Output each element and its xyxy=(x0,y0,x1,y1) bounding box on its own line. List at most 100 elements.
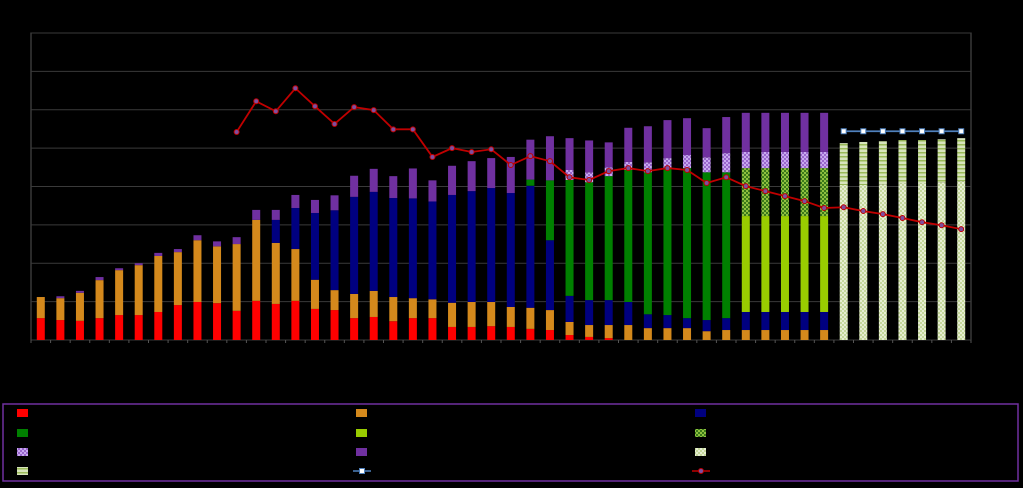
legend-swatch xyxy=(695,409,706,417)
marker xyxy=(801,198,808,205)
bar-segment xyxy=(173,249,182,253)
marker xyxy=(409,126,416,133)
bar-segment xyxy=(95,280,104,319)
bar-segment xyxy=(154,311,163,340)
bar-segment xyxy=(722,330,731,340)
bar-segment xyxy=(780,330,789,340)
marker xyxy=(625,165,632,172)
bar-segment xyxy=(937,139,946,183)
legend-swatch xyxy=(356,448,367,456)
bar-segment xyxy=(115,315,124,340)
legend-swatch xyxy=(356,429,367,437)
marker xyxy=(723,174,730,181)
bar-segment xyxy=(780,112,789,152)
legend-swatch xyxy=(17,467,28,475)
bar-segment xyxy=(761,311,770,331)
bar-segment xyxy=(898,183,907,340)
bar-segment xyxy=(604,176,613,301)
legend-swatch xyxy=(17,429,28,437)
bar-segment xyxy=(232,244,241,311)
marker xyxy=(879,211,886,218)
marker xyxy=(684,166,691,173)
bar-segment xyxy=(624,325,633,340)
bar-segment xyxy=(918,140,927,184)
bar-segment xyxy=(878,141,887,185)
bar-segment xyxy=(271,219,280,243)
bar-segment xyxy=(761,216,770,312)
bar-segment xyxy=(800,311,809,331)
marker xyxy=(233,129,240,136)
bar-segment xyxy=(369,168,378,192)
bar-segment xyxy=(271,209,280,220)
marker xyxy=(899,214,906,221)
bar-segment xyxy=(350,318,359,340)
bar-segment xyxy=(252,209,261,220)
bar-segment xyxy=(271,303,280,340)
bar-segment xyxy=(741,330,750,340)
bar-segment xyxy=(36,297,45,319)
bar-segment xyxy=(643,126,652,163)
marker xyxy=(840,204,847,211)
marker xyxy=(644,168,651,175)
bar-segment xyxy=(545,240,554,311)
bar-segment xyxy=(820,330,829,340)
bar-segment xyxy=(702,172,711,321)
bar-segment xyxy=(702,320,711,332)
bar-segment xyxy=(369,191,378,291)
bar-segment xyxy=(839,184,848,340)
bar-segment xyxy=(330,290,339,311)
marker xyxy=(879,128,886,135)
bar-segment xyxy=(780,168,789,217)
bar-segment xyxy=(252,300,261,340)
bar-segment xyxy=(800,151,809,169)
marker xyxy=(742,183,749,190)
bar-segment xyxy=(918,183,927,340)
bar-segment xyxy=(95,277,104,281)
bar-segment xyxy=(565,335,574,340)
bar-segment xyxy=(565,179,574,296)
bar-segment xyxy=(173,305,182,340)
bar-segment xyxy=(56,320,65,340)
bar-segment xyxy=(428,180,437,202)
legend-swatch xyxy=(356,409,367,417)
bar-segment xyxy=(350,196,359,294)
bar-segment xyxy=(154,252,163,256)
bar-segment xyxy=(820,168,829,217)
marker xyxy=(958,128,965,135)
marker xyxy=(586,176,593,183)
bar-segment xyxy=(389,297,398,322)
bar-segment xyxy=(820,216,829,312)
bar-segment xyxy=(604,142,613,168)
bar-segment xyxy=(604,338,613,340)
bar-segment xyxy=(487,188,496,303)
bar-segment xyxy=(252,219,261,301)
bar-segment xyxy=(75,290,84,293)
marker xyxy=(958,226,965,233)
bar-segment xyxy=(820,151,829,169)
marker xyxy=(566,174,573,181)
marker xyxy=(429,153,436,160)
bar-segment xyxy=(134,265,143,316)
bar-segment xyxy=(56,296,65,299)
marker xyxy=(703,180,710,187)
bar-segment xyxy=(722,172,731,319)
marker xyxy=(468,148,475,155)
bar-segment xyxy=(369,316,378,340)
bar-segment xyxy=(526,185,535,308)
legend-marker xyxy=(359,468,365,474)
bar-segment xyxy=(291,194,300,208)
bar-segment xyxy=(467,326,476,340)
legend-swatch xyxy=(17,448,28,456)
bar-segment xyxy=(350,293,359,319)
bar-segment xyxy=(310,308,319,340)
bar-segment xyxy=(389,176,398,199)
bar-segment xyxy=(193,235,202,241)
bar-segment xyxy=(643,172,652,315)
bar-segment xyxy=(506,156,515,194)
bar-segment xyxy=(193,240,202,303)
bar-segment xyxy=(663,120,672,159)
bar-segment xyxy=(134,315,143,340)
bar-segment xyxy=(213,303,222,340)
bar-segment xyxy=(585,300,594,326)
